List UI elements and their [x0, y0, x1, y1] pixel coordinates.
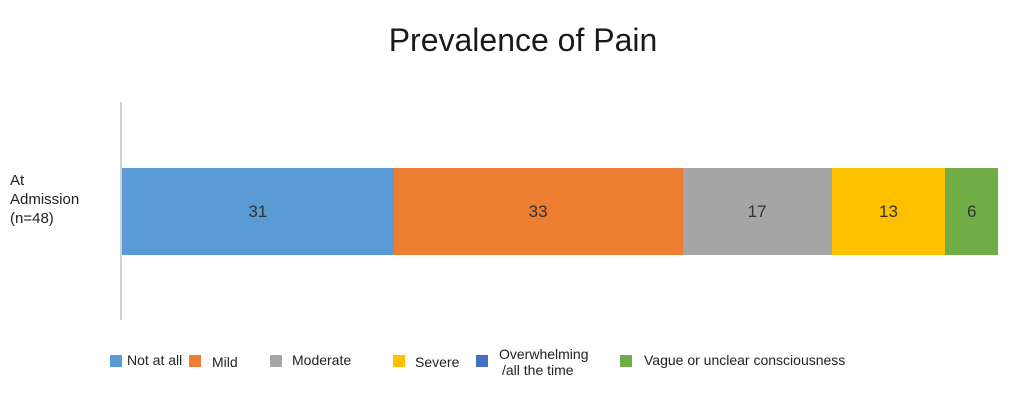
legend-swatch-severe [393, 355, 405, 367]
legend-label-severe: Severe [415, 354, 460, 370]
legend-label-overwhelming-line-1: Overwhelming [499, 346, 589, 362]
category-label-line-3: (n=48) [10, 210, 54, 227]
legend-swatch-overwhelming [476, 355, 488, 367]
data-label-2: 33 [528, 201, 548, 221]
legend-swatch-moderate [270, 355, 282, 367]
bar-segment-4: 13 [831, 168, 946, 255]
category-label: At Admission (n=48) [10, 171, 110, 228]
category-label-line-2: Admission [10, 191, 80, 208]
legend-label-moderate: Moderate [292, 352, 352, 368]
bar-segment-1: 31 [122, 168, 394, 255]
legend-swatch-vague [620, 355, 632, 367]
legend: Not at all Mild Moderate Severe Overwhel… [0, 346, 1024, 383]
category-axis-line [120, 102, 122, 320]
legend-swatch-not-at-all [110, 355, 122, 367]
legend-label-not-at-all: Not at all [127, 352, 183, 368]
stacked-bar: 31 33 17 13 6 [122, 168, 998, 255]
legend-swatch-mild [189, 355, 201, 367]
legend-label-mild: Mild [212, 354, 238, 370]
bar-segment-3: 17 [682, 168, 832, 255]
data-label-4: 13 [879, 201, 898, 221]
bar-segment-6: 6 [945, 168, 998, 255]
legend-label-vague: Vague or unclear consciousness [644, 352, 846, 368]
category-label-line-1: At [10, 172, 25, 189]
legend-label-overwhelming-line-2: /all the time [502, 362, 574, 378]
chart-title: Prevalence of Pain [388, 22, 658, 58]
bar-segment-2: 33 [393, 168, 683, 255]
data-label-6: 6 [966, 201, 977, 221]
data-label-1: 31 [248, 201, 268, 221]
data-label-3: 17 [747, 201, 767, 221]
